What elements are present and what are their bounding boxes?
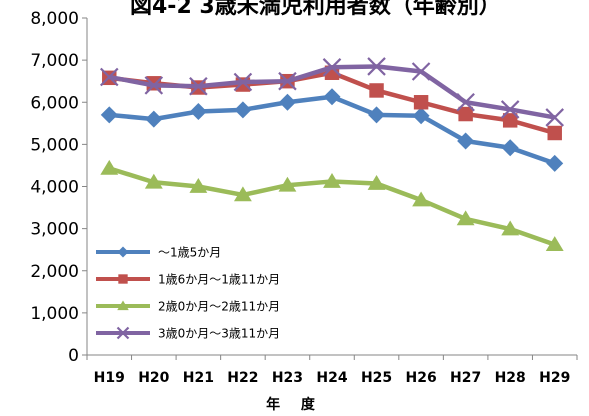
data-point <box>547 125 562 141</box>
y-tick-label: 6,000 <box>30 93 79 113</box>
data-point <box>323 88 341 106</box>
legend-marker <box>117 246 129 258</box>
data-point <box>145 110 163 128</box>
data-point <box>500 100 520 119</box>
legend-marker <box>116 326 130 340</box>
data-point <box>501 139 519 157</box>
x-tick-label: H25 <box>361 370 392 386</box>
x-tick-label: H22 <box>227 370 258 386</box>
x-tick-label: H20 <box>138 370 169 386</box>
data-point <box>501 220 520 236</box>
legend-label: 3歳0か月〜3歳11か月 <box>158 327 280 341</box>
data-point <box>456 210 475 226</box>
data-point <box>189 103 207 121</box>
data-point <box>367 175 386 190</box>
x-tick-label: H27 <box>450 370 481 386</box>
data-point <box>322 58 342 77</box>
data-point <box>502 113 518 128</box>
y-tick-label: 5,000 <box>30 135 79 155</box>
data-point <box>234 101 252 119</box>
x-tick-label: H24 <box>316 370 347 386</box>
data-point <box>233 72 253 92</box>
y-tick-label: 0 <box>68 346 79 366</box>
y-tick-label: 2,000 <box>30 262 79 282</box>
data-point <box>144 76 164 95</box>
legend-marker <box>117 300 129 311</box>
data-point <box>411 62 431 81</box>
legend-label: 1歳6か月〜1歳11か月 <box>158 273 280 287</box>
data-point <box>189 76 208 96</box>
legend-marker <box>118 274 128 284</box>
data-point <box>457 132 475 150</box>
data-point <box>278 71 297 91</box>
x-tick-label: H23 <box>272 370 303 386</box>
y-tick-label: 8,000 <box>30 9 79 29</box>
y-tick-label: 1,000 <box>30 304 79 324</box>
data-point <box>369 83 384 98</box>
data-point <box>100 106 118 124</box>
data-point <box>189 178 208 193</box>
data-point <box>278 176 297 192</box>
x-tick-label: H29 <box>539 370 570 386</box>
y-tick-label: 7,000 <box>30 51 79 71</box>
data-point <box>278 93 296 111</box>
x-tick-label: H26 <box>405 370 436 386</box>
data-point <box>546 154 564 172</box>
data-point <box>458 106 473 122</box>
data-point <box>144 173 163 189</box>
x-tick-label: H21 <box>183 370 214 386</box>
legend-label: 2歳0か月〜2歳11か月 <box>158 300 280 314</box>
y-tick-label: 4,000 <box>30 178 79 198</box>
data-point <box>545 236 564 252</box>
data-point <box>413 95 429 110</box>
x-tick-label: H28 <box>495 370 526 386</box>
x-tick-label: H19 <box>94 370 125 386</box>
legend-label: 〜1歳5か月 <box>158 246 221 260</box>
data-point <box>233 186 252 202</box>
data-point <box>456 92 475 112</box>
data-point <box>367 57 386 76</box>
y-tick-label: 3,000 <box>30 220 79 240</box>
data-point <box>368 106 386 124</box>
data-point <box>100 159 119 175</box>
chart-title: 図4-2 3歳未満児利用者数（年齢別） <box>130 0 501 18</box>
data-point <box>99 67 119 87</box>
data-point <box>412 107 430 125</box>
data-point <box>323 172 341 188</box>
data-point <box>545 108 565 127</box>
x-axis-title: 年 度 <box>266 397 323 413</box>
data-point <box>412 191 431 207</box>
